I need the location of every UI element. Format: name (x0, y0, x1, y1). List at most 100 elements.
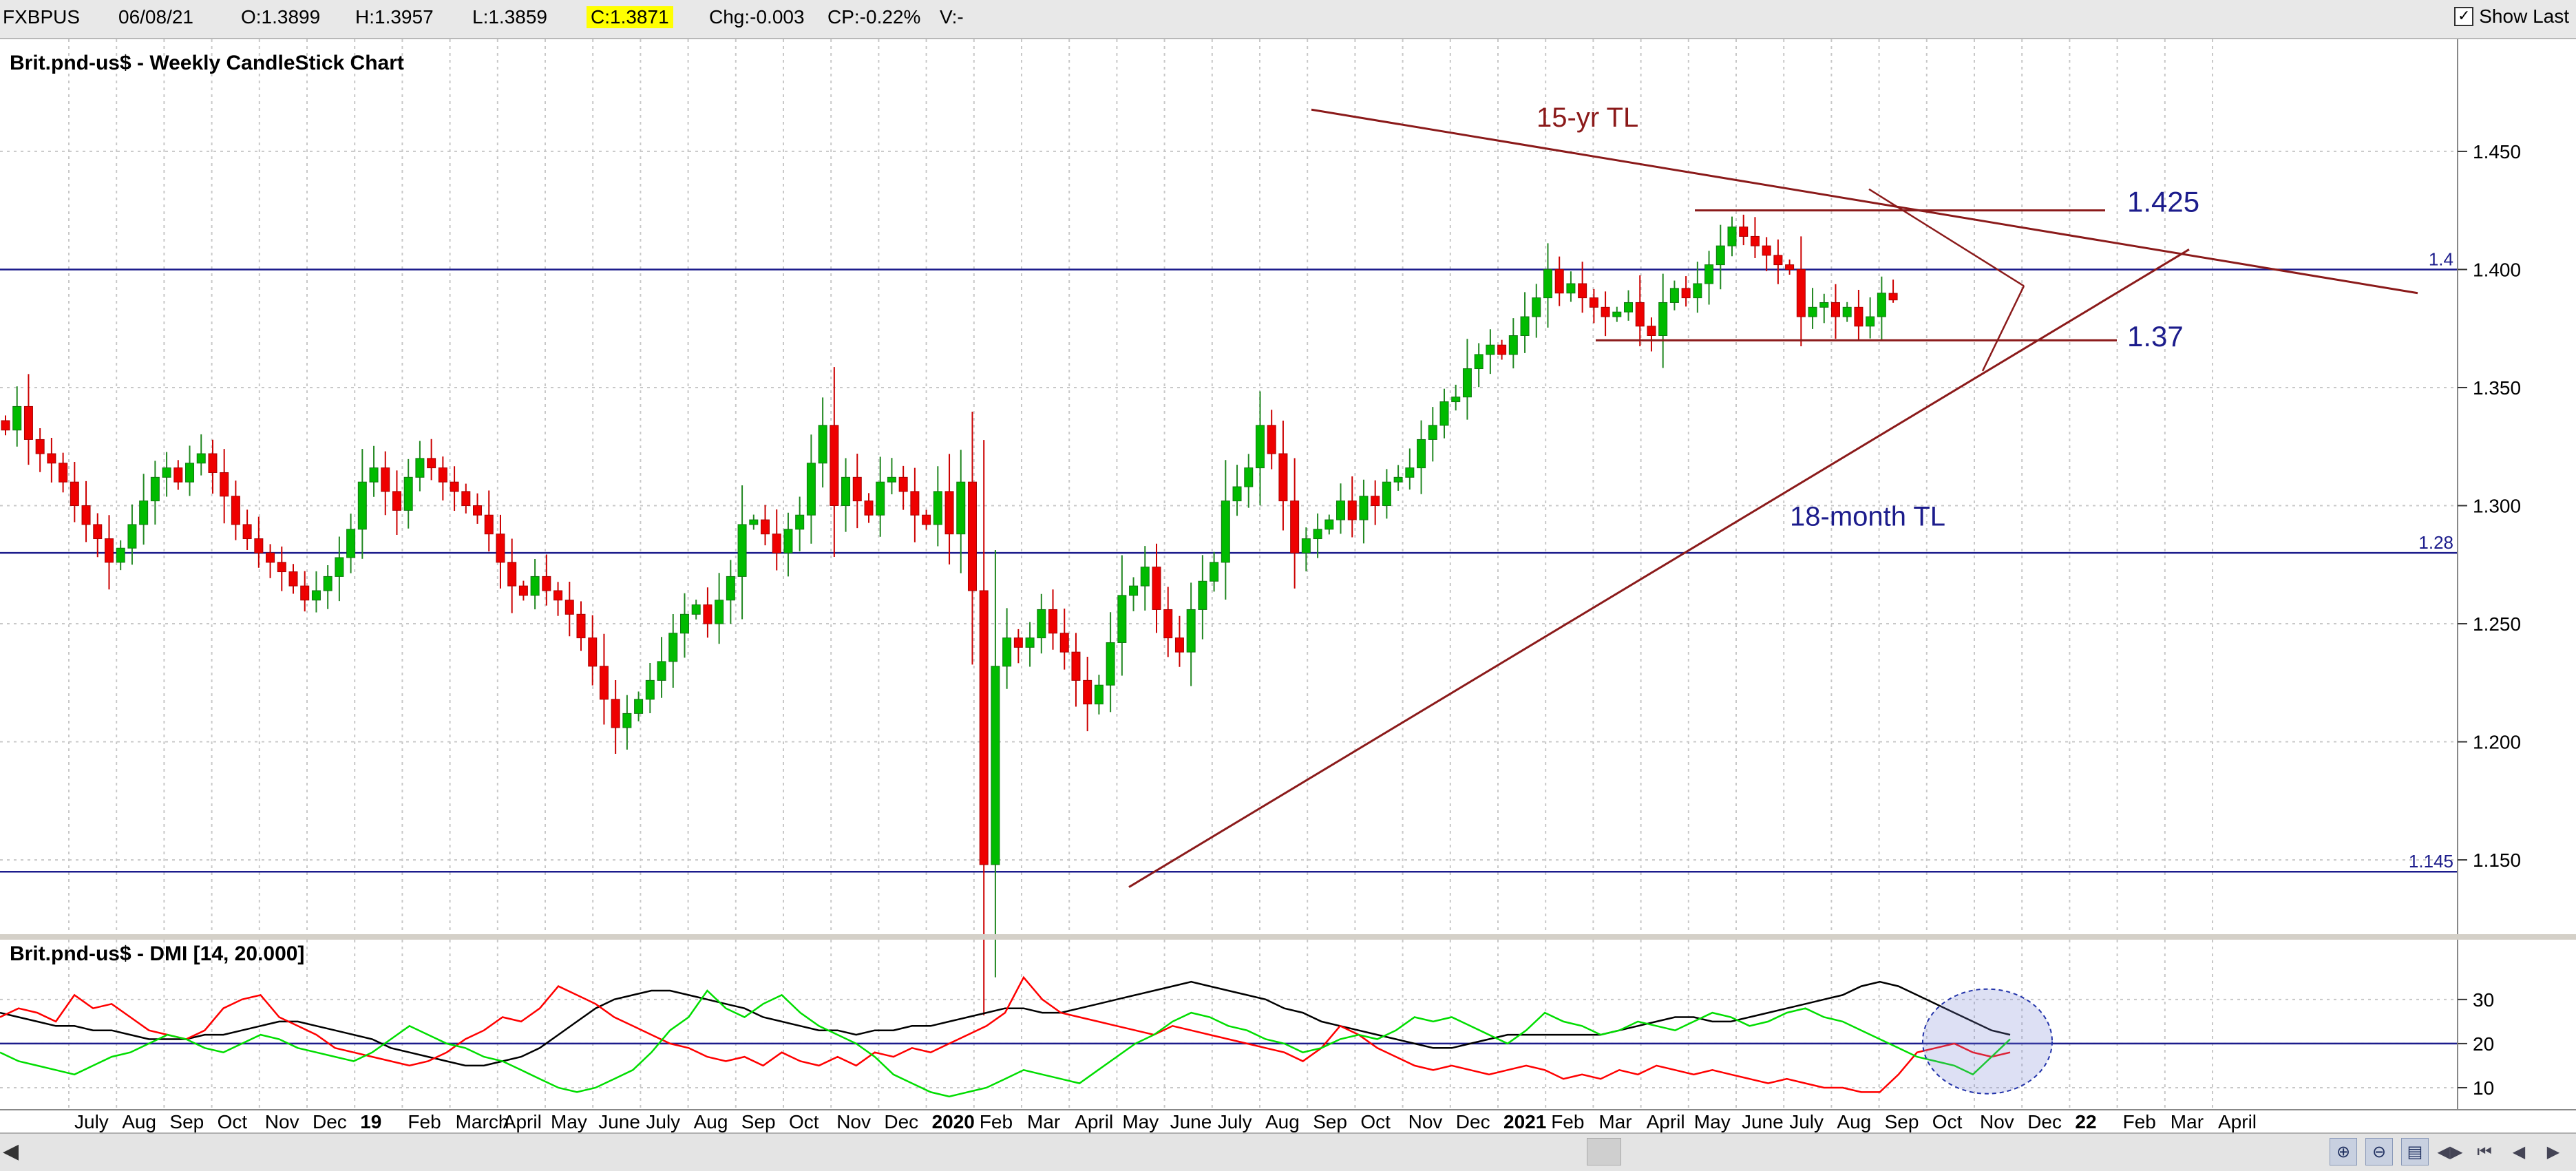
candle-body (104, 538, 114, 563)
candle-body (1037, 609, 1046, 639)
x-tick-label: Aug (694, 1111, 728, 1132)
scroll-thumb[interactable] (1587, 1138, 1621, 1165)
candle-body (1013, 637, 1023, 648)
candle-body (1830, 302, 1840, 317)
candle-body (1554, 268, 1564, 294)
candle-body (116, 547, 125, 563)
x-tick-label: Oct (1932, 1111, 1963, 1132)
candle-body (185, 463, 195, 483)
candle-body (35, 439, 45, 454)
candle-body (737, 524, 747, 577)
candle-body (1520, 316, 1530, 336)
price-tick-label: 1.350 (2473, 377, 2521, 399)
dmi-tick-label: 10 (2473, 1077, 2494, 1099)
candle-body (783, 529, 793, 553)
candle-body (1278, 453, 1288, 502)
candle-body (1324, 519, 1334, 530)
x-tick-label: June (1742, 1111, 1784, 1132)
candle-body (1612, 311, 1622, 317)
candle-body (795, 514, 805, 530)
scroll-first-icon[interactable]: ⏮ (2477, 1142, 2492, 1161)
candle-body (70, 481, 79, 507)
candle-body (1578, 283, 1587, 299)
candle-body (876, 481, 885, 516)
candle-body (196, 453, 206, 464)
scroll-prev-icon[interactable]: ◀ (2512, 1142, 2526, 1161)
candle-body (933, 491, 942, 525)
x-tick-label: Oct (789, 1111, 819, 1132)
candle-body (898, 476, 908, 492)
open-value: O:1.3899 (241, 6, 321, 28)
change-pct-value: CP:-0.22% (827, 6, 921, 28)
price-tick-label: 1.450 (2473, 141, 2521, 162)
candle-body (496, 534, 505, 563)
candle-body (1750, 235, 1760, 246)
candle-body (645, 679, 655, 700)
candle-body (1439, 401, 1449, 426)
dmi-series-line (0, 989, 2011, 1098)
chart-background (0, 39, 2576, 1132)
candle-body (726, 576, 735, 601)
price-tick-label: 1.300 (2473, 496, 2521, 517)
panel-divider[interactable] (0, 934, 2576, 940)
candle-body (357, 481, 367, 530)
x-tick-label: Feb (408, 1111, 441, 1132)
x-tick-label: Sep (1313, 1111, 1347, 1132)
candle-body (150, 476, 160, 502)
arrow-left-icon[interactable]: ◀ (3, 1139, 19, 1163)
x-tick-label: Nov (1980, 1111, 2014, 1132)
candle-body (335, 557, 344, 577)
candle-body (323, 576, 332, 591)
candle-body (1543, 268, 1552, 299)
candle-body (461, 491, 471, 507)
candle-body (1071, 651, 1081, 681)
chart-annotation-label: 15-yr TL (1537, 103, 1638, 133)
x-tick-label: Dec (2027, 1111, 2062, 1132)
main-chart-title: Brit.pnd-us$ - Weekly CandleStick Chart (10, 52, 404, 74)
checkbox-icon[interactable]: ✓ (2454, 7, 2474, 26)
print-icon[interactable]: ▤ (2401, 1138, 2429, 1165)
candle-body (266, 552, 275, 563)
x-tick-label: June (598, 1111, 640, 1132)
candle-body (220, 472, 229, 497)
candle-body (1371, 496, 1380, 506)
candle-body (611, 699, 620, 728)
candle-body (922, 514, 931, 525)
x-tick-label: Mar (1598, 1111, 1632, 1132)
x-tick-label: May (1122, 1111, 1159, 1132)
candle-body (1313, 529, 1322, 540)
candle-body (691, 604, 701, 615)
candle-body (1601, 306, 1610, 317)
candle-body (254, 538, 264, 553)
candle-body (1486, 344, 1495, 355)
candle-body (599, 666, 609, 700)
nav-buttons: ⊕ ⊖ ▤ ◀▶ ⏮ ◀ ▶ (2330, 1138, 2566, 1165)
candle-body (1715, 245, 1725, 266)
level-label: 1.145 (2409, 851, 2453, 872)
zoom-icon[interactable]: ⊕ (2330, 1138, 2357, 1165)
candle-body (1083, 679, 1092, 705)
candle-body (1635, 302, 1645, 327)
x-tick-label: Sep (741, 1111, 776, 1132)
zoom-icon[interactable]: ⊖ (2365, 1138, 2393, 1165)
candle-body (1589, 297, 1598, 308)
x-tick-label: 19 (360, 1111, 381, 1132)
show-last-toggle[interactable]: ✓ Show Last (2454, 6, 2569, 28)
scroll-both-icon[interactable]: ◀▶ (2437, 1142, 2463, 1161)
x-tick-label: May (1694, 1111, 1731, 1132)
x-tick-label: Nov (1408, 1111, 1443, 1132)
candle-body (1474, 354, 1484, 370)
candle-body (392, 491, 401, 511)
candle-body (1658, 302, 1668, 337)
x-tick-label: April (503, 1111, 542, 1132)
candle-body (1301, 538, 1311, 553)
dmi-chart-title: Brit.pnd-us$ - DMI [14, 20.000] (10, 942, 304, 965)
candle-body (1532, 297, 1541, 317)
candle-body (162, 467, 171, 478)
candle-body (450, 481, 459, 492)
x-tick-label: April (2218, 1111, 2257, 1132)
candle-body (1267, 425, 1276, 454)
candle-body (772, 534, 781, 553)
candle-body (542, 576, 551, 591)
scroll-next-icon[interactable]: ▶ (2546, 1142, 2560, 1161)
